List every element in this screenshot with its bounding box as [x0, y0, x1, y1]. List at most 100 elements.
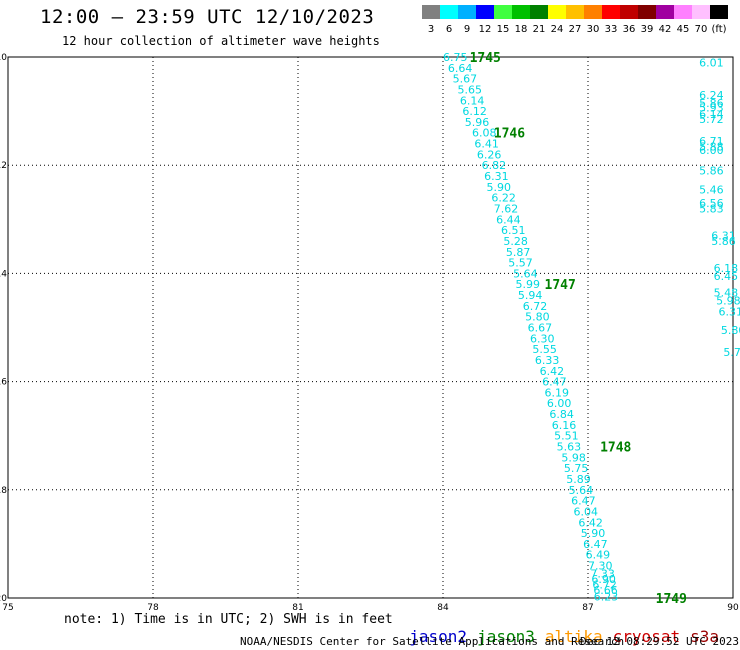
scale-label: 70: [695, 24, 708, 35]
swh-value-label: 7.30: [588, 560, 613, 573]
swh-value-label: 5.86: [711, 235, 736, 248]
swh-value-label: 6.33: [535, 354, 560, 367]
x-tick-label: 87: [582, 603, 593, 613]
swh-value-label: 5.80: [721, 324, 740, 337]
swh-value-label: 6.71: [699, 135, 724, 148]
swh-value-label: 6.22: [491, 192, 516, 205]
scale-label: 42: [659, 24, 672, 35]
swh-value-label: 6.14: [699, 108, 724, 121]
swh-value-label: 6.42: [540, 365, 565, 378]
swh-value-label: 5.98: [561, 451, 586, 464]
swh-value-label: 5.88: [699, 140, 724, 153]
swh-value-label: 5.64: [569, 484, 594, 497]
plot-frame: [7, 56, 734, 599]
swh-value-label: 5.87: [506, 246, 531, 259]
swh-value-label: 6.04: [574, 505, 599, 518]
x-tick-label: 81: [292, 603, 303, 613]
swh-value-label: 6.51: [501, 224, 526, 237]
scale-label: 45: [677, 24, 690, 35]
scale-swatch: [692, 5, 710, 19]
mission-jason2: jason2: [409, 627, 468, 646]
swh-value-label: 6.18: [714, 262, 739, 275]
y-tick-label: -10: [0, 53, 7, 63]
swh-value-label: 6.00: [699, 144, 724, 157]
swh-value-label: 5.57: [508, 257, 533, 270]
scale-label: 27: [569, 24, 582, 35]
scale-swatch: [638, 5, 656, 19]
swh-value-label: 5.72: [699, 113, 724, 126]
swh-value-label: 6.01: [699, 56, 724, 69]
swh-value-label: 5.28: [503, 235, 527, 248]
mission-jason3: jason3: [477, 627, 535, 646]
y-tick-label: -16: [0, 378, 7, 388]
swh-value-label: 5.63: [557, 441, 582, 454]
x-tick-label: 84: [437, 603, 449, 613]
swh-value-label: 5.51: [554, 430, 579, 443]
swh-value-label: 6.82: [482, 159, 507, 172]
swh-value-label: 6.90: [591, 573, 616, 586]
swh-value-label: 5.93: [699, 101, 724, 114]
pass-time-label: 1746: [494, 127, 525, 142]
swh-value-label: 6.64: [448, 62, 473, 75]
swh-value-label: 6.31: [711, 230, 736, 243]
mission-legend: jason2 jason3 altika cryosat s3a: [390, 608, 729, 646]
swh-value-label: 5.94: [518, 289, 543, 302]
swh-value-label: 6.75: [443, 51, 468, 64]
swh-value-label: 5.98: [716, 294, 740, 307]
swh-value-label: 6.12: [462, 105, 487, 118]
scale-swatch: [422, 5, 440, 19]
pass-time-label: 1747: [545, 278, 576, 293]
swh-value-label: 5.86: [699, 165, 724, 178]
scale-swatch: [494, 5, 512, 19]
y-tick-label: -12: [0, 161, 7, 171]
pass-time-label: 1749: [656, 592, 687, 607]
scale-label: 3: [428, 24, 434, 35]
chart-title: 12:00 – 23:59 UTC 12/10/2023: [40, 6, 375, 28]
swh-value-label: 6.66: [593, 584, 618, 597]
swh-value-label: 6.47: [571, 495, 596, 508]
swh-value-label: 5.48: [714, 286, 739, 299]
swh-value-label: 6.44: [496, 213, 520, 226]
swh-value-label: 5.89: [566, 473, 591, 486]
scale-label: 18: [515, 24, 528, 35]
swh-value-label: 6.16: [552, 419, 577, 432]
swh-value-label: 6.67: [528, 322, 553, 335]
scale-label: (ft): [711, 24, 726, 35]
swh-value-label: 5.67: [453, 73, 478, 86]
swh-value-label: 6.23: [594, 590, 619, 603]
pass-time-label: 1745: [470, 51, 501, 66]
wave-height-color-scale: 3 6 9 12 15 18 21 24 27 30 33 36 39 42 45 70 (ft): [422, 5, 728, 35]
scale-swatch: [710, 5, 728, 19]
swh-value-label: 5.75: [564, 462, 589, 475]
swh-value-label: 6.49: [586, 549, 611, 562]
mission-altika: altika: [544, 627, 603, 646]
x-tick-label: 78: [147, 603, 159, 613]
scale-swatch: [512, 5, 530, 19]
scale-label: 21: [533, 24, 546, 35]
scale-label: 6: [446, 24, 452, 35]
swh-value-label: 6.24: [699, 89, 724, 102]
y-tick-label: -20: [0, 594, 7, 604]
x-tick-label: 75: [2, 603, 13, 613]
scale-swatch: [476, 5, 494, 19]
y-tick-label: -14: [0, 269, 7, 279]
swh-value-label: 7.33: [590, 568, 615, 581]
scale-swatch: [530, 5, 548, 19]
x-tick-label: 90: [727, 603, 739, 613]
mission-s3a: s3a: [690, 627, 719, 646]
swh-value-label: 6.30: [530, 332, 555, 345]
scale-label: 15: [497, 24, 510, 35]
swh-value-label: 5.55: [532, 343, 557, 356]
swh-value-label: 6.84: [549, 408, 574, 421]
swh-value-label: 6.72: [523, 300, 548, 313]
scale-label: 36: [623, 24, 636, 35]
swh-value-label: 5.70: [723, 346, 740, 359]
scale-swatch: [620, 5, 638, 19]
scale-swatch: [440, 5, 458, 19]
swh-value-label: 6.47: [583, 538, 608, 551]
footer-timestamp: Dec 12 08:29:52 UTC 2023: [580, 635, 739, 648]
swh-value-label: 6.14: [460, 94, 485, 107]
scale-label: 9: [464, 24, 470, 35]
scale-label: 39: [641, 24, 654, 35]
scale-label: 12: [479, 24, 492, 35]
